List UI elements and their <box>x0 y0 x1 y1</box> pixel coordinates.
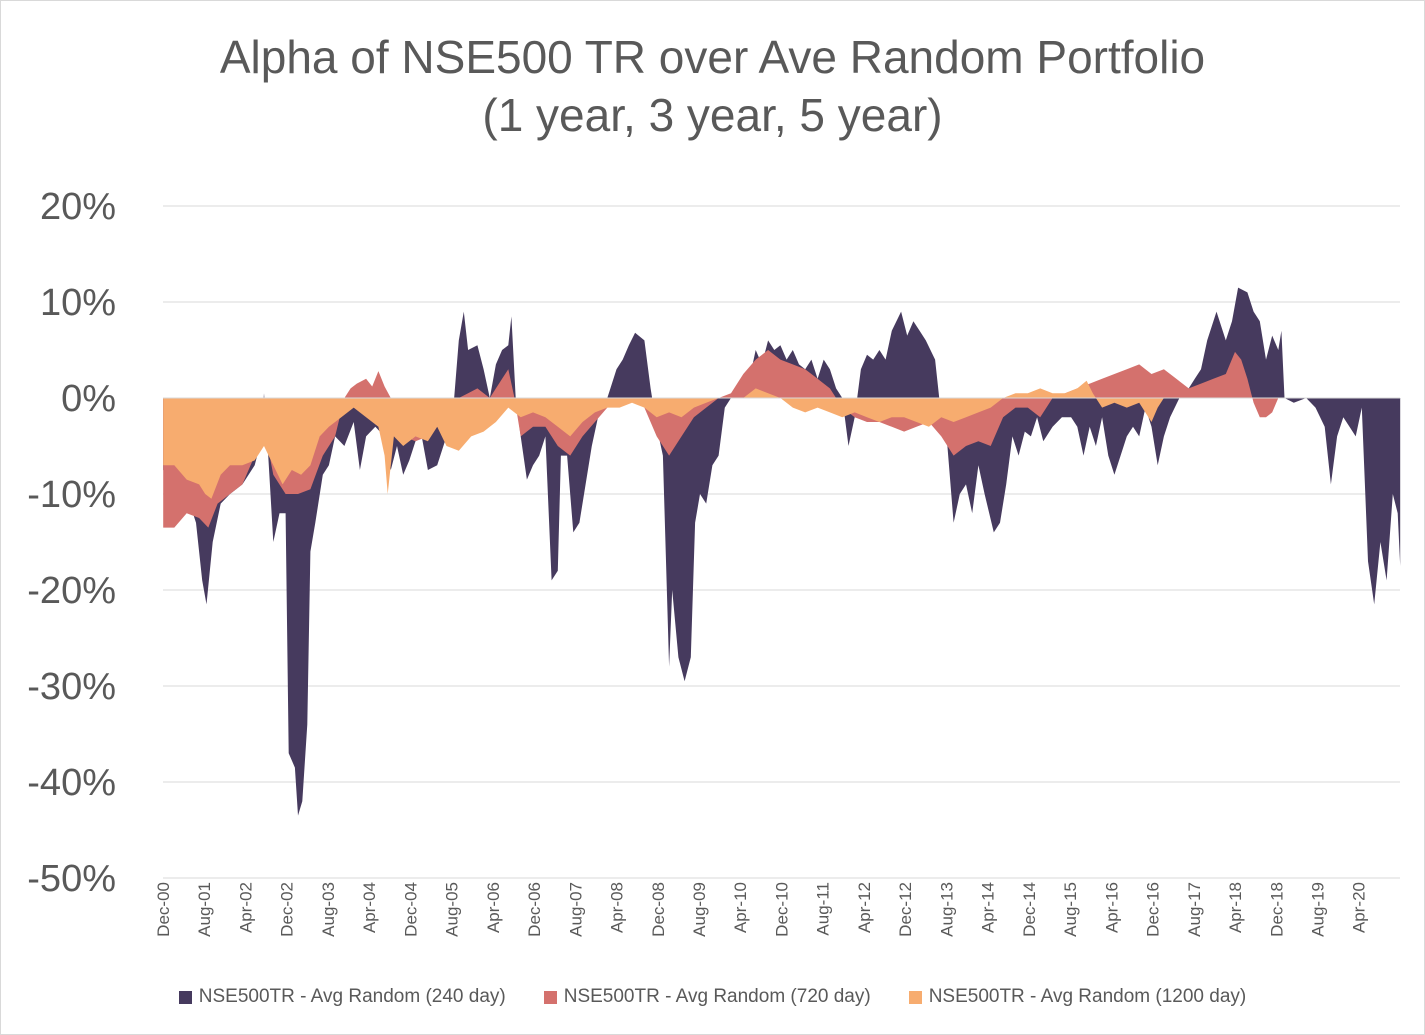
x-tick-label: Dec-06 <box>525 882 544 937</box>
legend-swatch-1200 <box>908 990 922 1004</box>
x-tick-label: Apr-04 <box>360 882 379 933</box>
x-tick-label: Aug-07 <box>566 882 585 937</box>
y-axis: 20% 10% 0% -10% -20% -30% -40% -50% <box>27 186 116 900</box>
x-tick-label: Apr-08 <box>608 882 627 933</box>
x-tick-label: Apr-06 <box>484 882 503 933</box>
x-tick-label: Apr-12 <box>855 882 874 933</box>
legend-item-240: NSE500TR - Avg Random (240 day) <box>178 986 506 1008</box>
y-tick-label: -40% <box>27 762 116 804</box>
legend-label-1200: NSE500TR - Avg Random (1200 day) <box>928 986 1247 1007</box>
x-tick-label: Dec-12 <box>896 882 915 937</box>
y-tick-label: 0% <box>61 378 116 420</box>
legend-label-720: NSE500TR - Avg Random (720 day) <box>563 986 871 1007</box>
y-tick-label: -10% <box>27 474 116 516</box>
x-tick-label: Dec-16 <box>1144 882 1163 937</box>
x-tick-label: Dec-14 <box>1020 882 1039 937</box>
x-tick-label: Aug-17 <box>1185 882 1204 937</box>
x-tick-label: Dec-08 <box>649 882 668 937</box>
x-tick-label: Apr-14 <box>979 882 998 933</box>
y-tick-label: 10% <box>40 282 116 324</box>
legend-swatch-240 <box>178 990 192 1004</box>
legend-item-720: NSE500TR - Avg Random (720 day) <box>543 986 871 1008</box>
x-tick-label: Aug-11 <box>814 882 833 936</box>
series-areas <box>163 287 1401 816</box>
x-tick-label: Aug-19 <box>1309 882 1328 937</box>
y-tick-label: -50% <box>27 858 116 900</box>
legend-swatch-720 <box>543 990 557 1004</box>
x-tick-label: Aug-05 <box>443 882 462 937</box>
x-tick-label: Apr-16 <box>1102 882 1121 933</box>
x-tick-label: Apr-10 <box>731 882 750 933</box>
chart-subtitle: (1 year, 3 year, 5 year) <box>482 89 943 141</box>
gridlines <box>163 205 1400 879</box>
chart-title: Alpha of NSE500 TR over Ave Random Portf… <box>0 28 1425 144</box>
x-tick-label: Apr-20 <box>1350 882 1369 933</box>
x-tick-label: Dec-04 <box>401 882 420 937</box>
chart-title-line1: Alpha of NSE500 TR over Ave Random Portf… <box>219 31 1206 83</box>
series-area-2 <box>163 380 1164 499</box>
legend: NSE500TR - Avg Random (240 day) NSE500TR… <box>0 986 1425 1008</box>
x-tick-label: Dec-18 <box>1267 882 1286 937</box>
x-tick-label: Apr-02 <box>236 882 255 933</box>
x-tick-label: Aug-01 <box>195 882 214 937</box>
y-tick-label: -20% <box>27 570 116 612</box>
x-axis: Dec-00 Aug-01 Apr-02 Dec-02 Aug-03 Apr-04 Dec-… <box>154 882 1369 937</box>
y-tick-label: -30% <box>27 666 116 708</box>
x-tick-label: Dec-00 <box>154 882 173 937</box>
x-tick-label: Aug-03 <box>319 882 338 937</box>
legend-label-240: NSE500TR - Avg Random (240 day) <box>198 986 506 1007</box>
x-tick-label: Dec-02 <box>278 882 297 937</box>
x-tick-label: Aug-15 <box>1061 882 1080 937</box>
series-area-0 <box>163 287 1401 816</box>
x-tick-label: Aug-13 <box>937 882 956 937</box>
y-tick-label: 20% <box>40 186 116 228</box>
x-tick-label: Apr-18 <box>1226 882 1245 933</box>
x-tick-label: Dec-10 <box>773 882 792 937</box>
x-tick-label: Aug-09 <box>690 882 709 937</box>
legend-item-1200: NSE500TR - Avg Random (1200 day) <box>908 986 1247 1008</box>
